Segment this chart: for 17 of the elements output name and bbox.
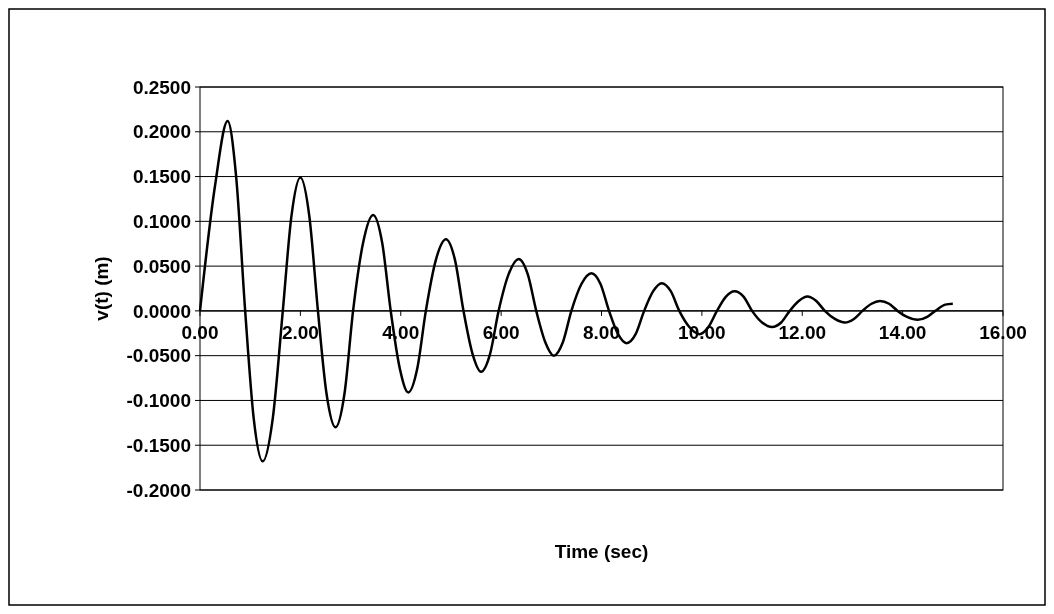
- y-tick-label: 0.0000: [132, 300, 191, 322]
- x-tick-label: 0.00: [181, 321, 219, 343]
- x-tick-label: 2.00: [281, 321, 319, 343]
- y-tick-label: -0.1500: [126, 434, 191, 456]
- x-tick-label: 12.00: [778, 321, 827, 343]
- y-tick-label: -0.1000: [126, 390, 191, 412]
- y-tick-label: 0.0500: [132, 255, 191, 277]
- y-tick-label: 0.1000: [132, 210, 191, 232]
- y-axis-title: v(t) (m): [91, 256, 112, 321]
- x-axis-title: Time (sec): [554, 541, 649, 562]
- x-tick-label: 16.00: [979, 321, 1027, 343]
- y-tick-label: 0.2000: [132, 121, 191, 143]
- y-tick-label: 0.2500: [132, 76, 191, 98]
- x-tick-label: 14.00: [878, 321, 927, 343]
- y-tick-label: -0.0500: [126, 345, 191, 367]
- y-tick-label: 0.1500: [132, 166, 191, 188]
- y-tick-label: -0.2000: [126, 479, 191, 501]
